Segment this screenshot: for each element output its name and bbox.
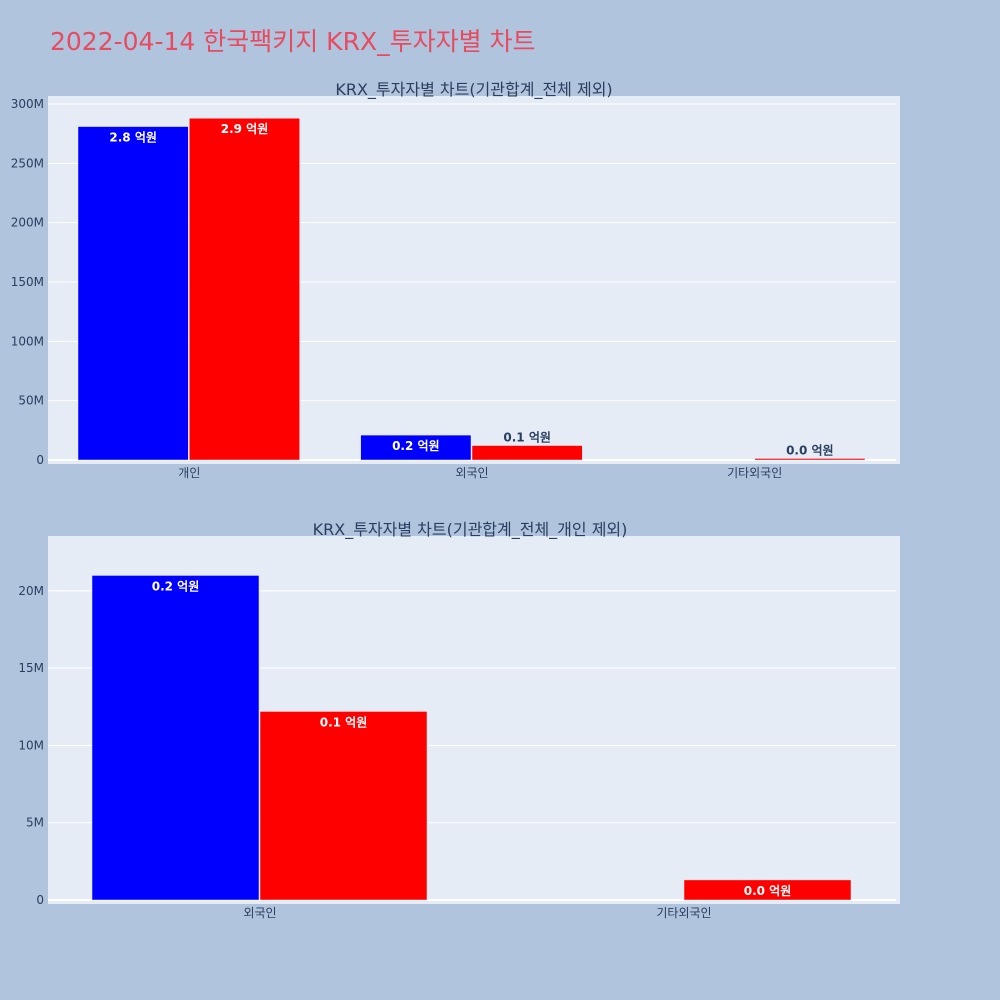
x-tick-label: 기타외국인	[656, 906, 711, 920]
data-label: 0.0 억원	[786, 443, 834, 457]
bar	[77, 126, 189, 461]
data-label: 0.2 억원	[392, 439, 440, 453]
y-tick-label: 200M	[11, 216, 44, 230]
x-tick-label: 개인	[178, 466, 200, 480]
y-tick-label: 5M	[26, 816, 44, 830]
data-label: 2.8 억원	[109, 131, 157, 145]
bar	[189, 117, 300, 461]
chart-2: 0 5M 10M 15M 20M KRX_투자자별 차트(기관합계_전체_개인 제외) 0.…	[18, 520, 900, 920]
y-tick-label: 300M	[11, 97, 44, 111]
bar	[471, 445, 583, 461]
data-label: 0.0 억원	[744, 884, 792, 898]
data-label: 0.1 억원	[320, 715, 368, 729]
y-tick-label: 10M	[18, 738, 44, 752]
data-label: 0.1 억원	[503, 431, 551, 445]
y-tick-label: 20M	[18, 584, 44, 598]
page-title: 2022-04-14 한국팩키지 KRX_투자자별 차트	[50, 27, 536, 56]
bar	[754, 458, 866, 461]
y-tick-label: 250M	[11, 156, 44, 170]
bar	[259, 711, 428, 901]
x-tick-label: 기타외국인	[727, 466, 782, 480]
bar	[360, 434, 472, 461]
data-label: 0.2 억원	[152, 579, 200, 593]
chart-title: KRX_투자자별 차트(기관합계_전체_개인 제외)	[313, 520, 628, 540]
y-tick-label: 0	[36, 453, 44, 467]
bar	[683, 879, 852, 901]
chart-1: 0 50M 100M 150M 200M 250M 300M KRX_투자자별 차트(기관합계…	[11, 80, 900, 480]
y-tick-label: 15M	[18, 661, 44, 675]
y-tick-label: 0	[36, 893, 44, 907]
x-tick-label: 외국인	[243, 906, 276, 920]
y-tick-label: 100M	[11, 334, 44, 348]
x-tick-label: 외국인	[455, 466, 488, 480]
bar	[91, 575, 260, 901]
y-tick-label: 50M	[18, 394, 44, 408]
y-tick-label: 150M	[11, 275, 44, 289]
chart-title: KRX_투자자별 차트(기관합계_전체 제외)	[335, 80, 612, 100]
data-label: 2.9 억원	[221, 122, 269, 136]
